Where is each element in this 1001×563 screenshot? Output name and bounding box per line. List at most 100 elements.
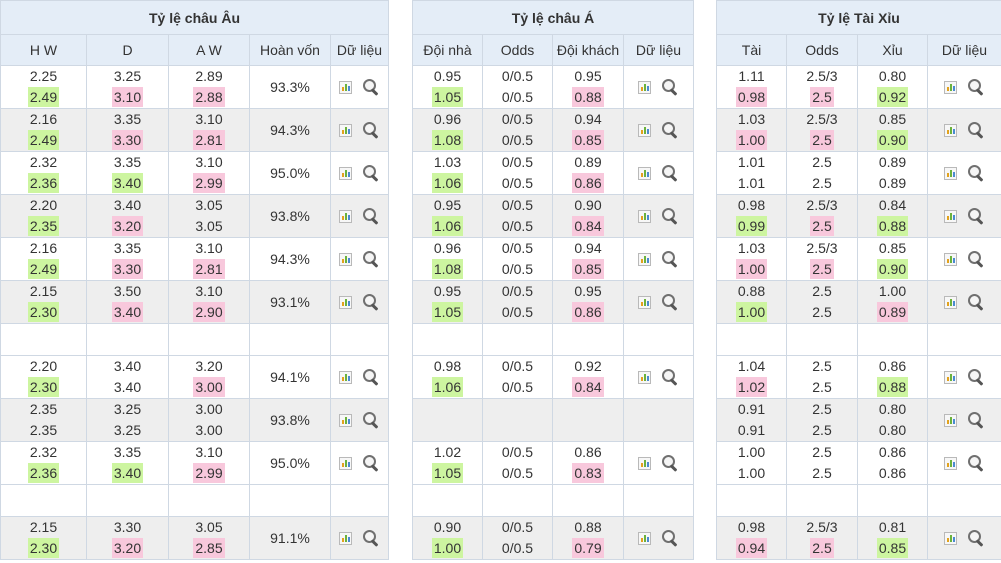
magnifier-icon[interactable] [661, 207, 679, 225]
bar-chart-icon[interactable] [638, 456, 652, 470]
odds-value: 0.88 [876, 216, 909, 236]
bar-chart-icon[interactable] [339, 456, 352, 470]
magnifier-icon[interactable] [661, 121, 679, 139]
current-odds: 2.5 [787, 302, 857, 323]
return-rate: 94.1% [249, 355, 331, 399]
bar-chart-icon[interactable] [339, 531, 352, 545]
bar-chart-icon[interactable] [339, 166, 352, 180]
bar-chart-icon[interactable] [638, 295, 652, 309]
odds-value: 2.5/3 [806, 68, 838, 84]
odds-cell: 3.30 3.20 [86, 516, 169, 560]
magnifier-icon[interactable] [967, 250, 985, 268]
magnifier-icon[interactable] [362, 164, 380, 182]
bar-chart-icon[interactable] [638, 531, 652, 545]
odds-cell: 0.95 0.88 [552, 65, 624, 109]
bar-chart-icon[interactable] [638, 80, 652, 94]
current-odds: 0/0.5 [483, 216, 552, 237]
bar-chart-icon[interactable] [339, 80, 352, 94]
odds-value: 2.5 [810, 259, 834, 279]
current-odds: 2.49 [1, 259, 86, 280]
opening-odds: 1.04 [717, 356, 786, 377]
return-rate: 95.0% [249, 441, 331, 485]
bar-chart-icon[interactable] [944, 80, 957, 94]
opening-odds: 3.20 [169, 356, 249, 377]
magnifier-icon[interactable] [967, 411, 985, 429]
opening-odds: 2.25 [1, 66, 86, 87]
odds-value: 0.96 [433, 111, 462, 127]
magnifier-icon[interactable] [661, 250, 679, 268]
odds-value: 1.05 [431, 87, 464, 107]
bar-chart-icon[interactable] [339, 209, 352, 223]
magnifier-icon[interactable] [967, 78, 985, 96]
magnifier-icon[interactable] [362, 368, 380, 386]
return-rate: 94.3% [249, 237, 331, 281]
odds-cell: 0.85 0.90 [857, 108, 928, 152]
bar-chart-icon[interactable] [339, 295, 352, 309]
opening-odds: 0/0.5 [483, 356, 552, 377]
magnifier-icon[interactable] [661, 164, 679, 182]
magnifier-icon[interactable] [362, 78, 380, 96]
opening-odds: 0.95 [413, 195, 482, 216]
magnifier-icon[interactable] [661, 78, 679, 96]
magnifier-icon[interactable] [661, 368, 679, 386]
opening-odds: 0/0.5 [483, 109, 552, 130]
odds-value: 0/0.5 [501, 465, 534, 481]
data-tools [330, 237, 389, 281]
odds-value: 0.79 [572, 538, 604, 558]
bar-chart-icon[interactable] [944, 209, 957, 223]
bar-chart-icon[interactable] [944, 295, 957, 309]
bar-chart-icon[interactable] [339, 413, 352, 427]
tool-icons [331, 454, 388, 472]
odds-value: 3.10 [195, 283, 223, 299]
magnifier-icon[interactable] [362, 411, 380, 429]
bar-chart-icon[interactable] [944, 370, 957, 384]
bar-chart-icon[interactable] [944, 252, 957, 266]
opening-odds: 0.90 [553, 195, 623, 216]
odds-value: 3.35 [113, 111, 142, 127]
magnifier-icon[interactable] [362, 454, 380, 472]
bar-chart-icon[interactable] [944, 531, 957, 545]
table-row: 0.98 0.99 2.5/3 2.5 0.84 0.88 [716, 194, 1001, 238]
bar-chart-icon[interactable] [944, 456, 957, 470]
magnifier-icon[interactable] [967, 293, 985, 311]
bar-chart-icon[interactable] [339, 370, 352, 384]
bar-chart-icon[interactable] [638, 209, 652, 223]
odds-cell: 0.89 0.86 [552, 151, 624, 195]
magnifier-icon[interactable] [362, 207, 380, 225]
odds-cell: 0.90 0.84 [552, 194, 624, 238]
odds-cell: 0.89 0.89 [857, 151, 928, 195]
magnifier-icon[interactable] [967, 207, 985, 225]
magnifier-icon[interactable] [967, 454, 985, 472]
magnifier-icon[interactable] [362, 529, 380, 547]
magnifier-icon[interactable] [362, 121, 380, 139]
current-odds: 3.20 [87, 216, 168, 237]
odds-cell: 0.80 0.92 [857, 65, 928, 109]
magnifier-icon[interactable] [967, 121, 985, 139]
bar-chart-icon[interactable] [339, 252, 352, 266]
odds-value: 0.95 [433, 68, 462, 84]
bar-chart-icon[interactable] [638, 166, 652, 180]
current-odds: 3.20 [87, 538, 168, 559]
odds-value: 0.80 [878, 422, 907, 438]
bar-chart-icon[interactable] [339, 123, 352, 137]
bar-chart-icon[interactable] [944, 166, 957, 180]
odds-cell: 0.84 0.88 [857, 194, 928, 238]
opening-odds: 3.10 [169, 152, 249, 173]
odds-cell: 3.40 3.20 [86, 194, 169, 238]
magnifier-icon[interactable] [967, 164, 985, 182]
magnifier-icon[interactable] [967, 368, 985, 386]
bar-chart-icon[interactable] [638, 370, 652, 384]
odds-value: 0/0.5 [501, 175, 534, 191]
magnifier-icon[interactable] [661, 454, 679, 472]
magnifier-icon[interactable] [967, 529, 985, 547]
odds-cell: 2.16 2.49 [0, 108, 87, 152]
bar-chart-icon[interactable] [638, 252, 652, 266]
bar-chart-icon[interactable] [944, 413, 957, 427]
magnifier-icon[interactable] [362, 293, 380, 311]
bar-chart-icon[interactable] [944, 123, 957, 137]
magnifier-icon[interactable] [661, 529, 679, 547]
bar-chart-icon[interactable] [638, 123, 652, 137]
magnifier-icon[interactable] [661, 293, 679, 311]
magnifier-icon[interactable] [362, 250, 380, 268]
odds-value: 2.5 [812, 379, 832, 395]
